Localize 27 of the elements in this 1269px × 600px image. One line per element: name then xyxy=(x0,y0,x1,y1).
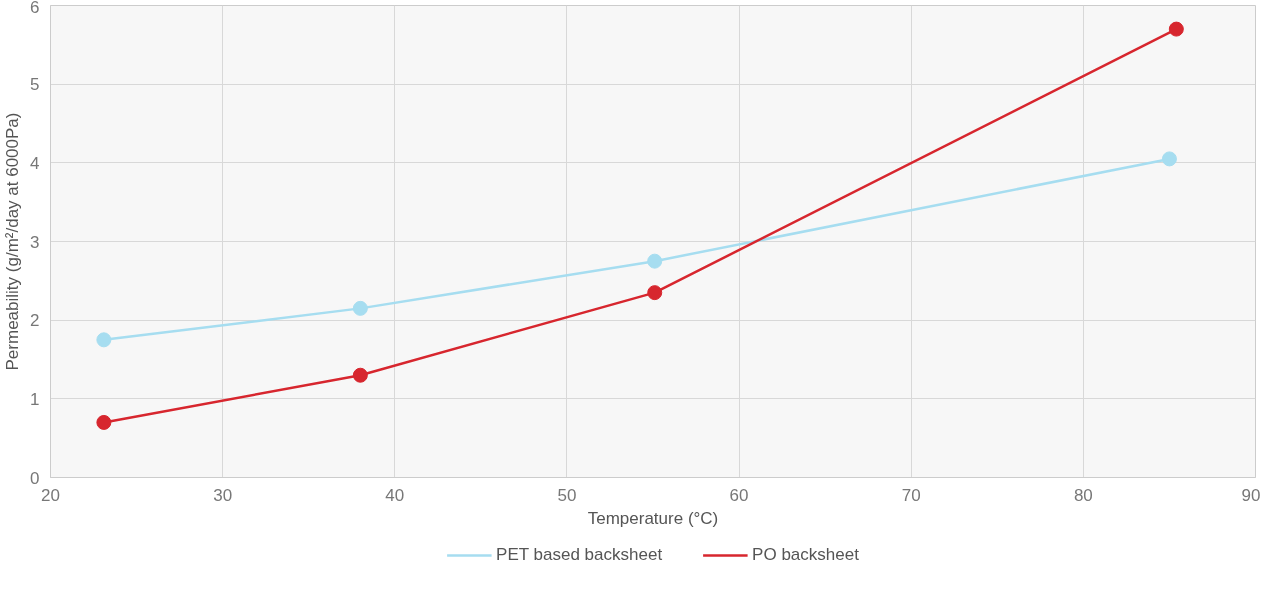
point xyxy=(96,414,112,430)
x-tick-label: 40 xyxy=(385,485,405,505)
legend-label: PO backsheet xyxy=(752,545,859,565)
point xyxy=(1161,151,1177,167)
y-axis-title: Permeability (g/m²/day at 6000Pa) xyxy=(3,112,23,371)
x-tick-label: 70 xyxy=(901,485,921,505)
y-tick-label: 5 xyxy=(30,75,40,95)
legend-label: PET based backsheet xyxy=(496,545,663,565)
point xyxy=(647,253,663,269)
y-tick-label: 4 xyxy=(30,153,40,173)
x-axis-title: Temperature (°C) xyxy=(587,508,719,528)
x-tick-label: 30 xyxy=(213,485,233,505)
y-tick-label: 2 xyxy=(30,311,40,331)
y-tick-label: 6 xyxy=(30,0,40,17)
point xyxy=(96,332,112,348)
y-tick-label: 3 xyxy=(30,232,40,252)
x-tick-label: 50 xyxy=(557,485,577,505)
x-tick-label: 60 xyxy=(729,485,749,505)
x-tick-label: 90 xyxy=(1241,485,1261,505)
x-tick-label: 20 xyxy=(41,485,60,505)
y-tick-label: 1 xyxy=(30,389,40,409)
point xyxy=(647,285,663,301)
y-tick-label: 0 xyxy=(30,468,40,488)
point xyxy=(352,300,368,316)
point xyxy=(1168,21,1184,37)
point xyxy=(352,367,368,383)
x-tick-label: 80 xyxy=(1073,485,1093,505)
